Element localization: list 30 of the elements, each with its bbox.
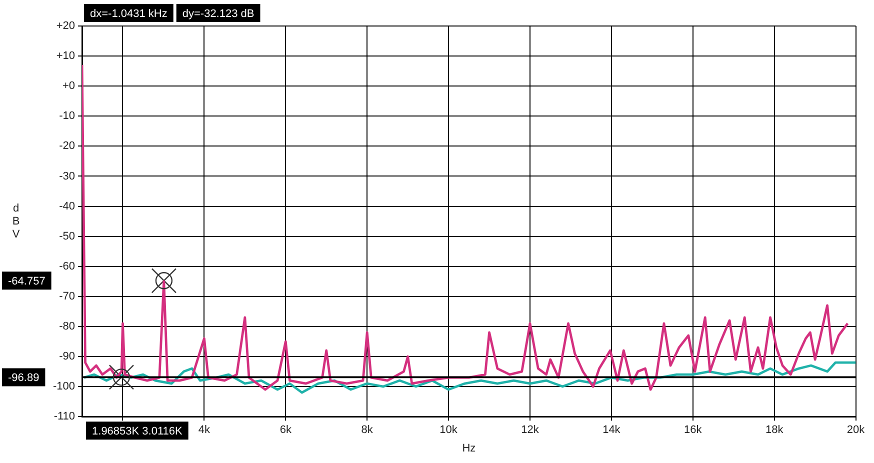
y-tick-label: +0 [62, 80, 76, 92]
text: dy=-32.123 dB [182, 8, 254, 20]
x-tick-label: 14k [602, 424, 621, 436]
y-tick-label: -40 [59, 200, 76, 212]
x-tick-label: 6k [280, 424, 292, 436]
y-tick-label: -60 [59, 260, 76, 272]
text: -96.89 [8, 372, 40, 384]
y-tick-label: -90 [59, 350, 76, 363]
y-tick-label: -70 [59, 290, 76, 302]
y-tick-label: -110 [54, 410, 76, 423]
y-tick-label: -100 [52, 380, 76, 393]
y-tick-label: +10 [56, 50, 76, 62]
x-tick-label: 12k [521, 424, 540, 436]
text: -64.757 [8, 276, 46, 288]
x-tick-label: 18k [765, 424, 784, 436]
y-tick-label: -20 [59, 140, 76, 152]
x-axis-title: Hz [462, 442, 476, 454]
text: 1.96853K 3.0116K [92, 426, 183, 438]
x-tick-label: 10k [440, 424, 458, 436]
y-axis-title: dBV [12, 202, 20, 240]
x-tick-label: 4k [198, 424, 210, 436]
x-tick-label: 20k [846, 424, 866, 436]
y-tick-label: -30 [59, 170, 76, 182]
text: dx=-1.0431 kHz [90, 8, 168, 20]
y-tick-label: -80 [59, 320, 76, 332]
y-tick-label: -50 [59, 230, 76, 242]
y-tick-label: +20 [56, 20, 76, 32]
x-tick-label: 16k [684, 424, 702, 436]
x-tick-label: 8k [361, 424, 374, 436]
y-tick-label: -10 [59, 110, 76, 122]
